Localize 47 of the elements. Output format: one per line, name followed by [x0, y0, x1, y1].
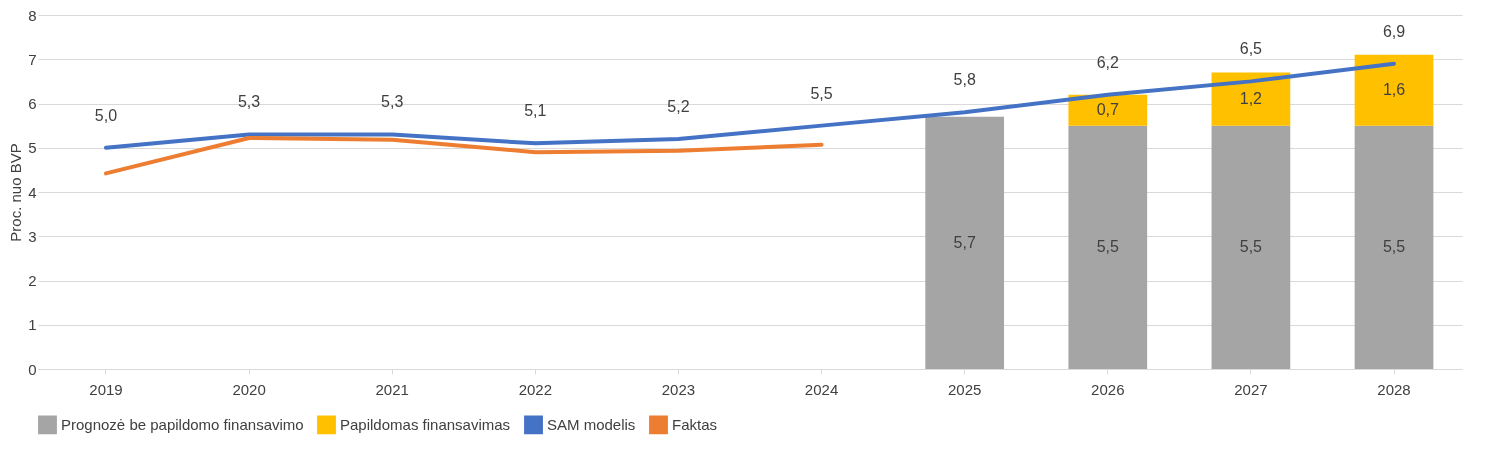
y-tick-label: 4: [28, 183, 37, 201]
x-tick-label: 2026: [1091, 380, 1125, 398]
x-tick-label: 2024: [804, 380, 839, 398]
y-tick-label: 7: [28, 50, 37, 68]
data-label: 5,5: [1382, 238, 1406, 256]
data-label: 6,2: [1096, 53, 1120, 71]
y-tick-label: 3: [28, 227, 37, 245]
data-label: 6,5: [1239, 40, 1263, 58]
data-label: 5,2: [667, 97, 690, 115]
line-series: [103, 136, 824, 176]
data-label: 5,5: [1239, 238, 1263, 256]
y-tick-label: 0: [28, 360, 37, 378]
x-tick-label: 2023: [661, 380, 696, 398]
y-tick-label: 8: [28, 6, 37, 24]
data-label: 0,7: [1096, 101, 1120, 119]
x-tick-label: 2028: [1377, 380, 1411, 398]
x-tick-label: 2020: [232, 380, 266, 398]
y-tick-label: 1: [28, 316, 37, 334]
bar: [925, 116, 1005, 369]
legend-label: Papildomas finansavimas: [340, 415, 511, 433]
bar: [1354, 54, 1434, 126]
y-tick-label: 6: [28, 95, 37, 112]
data-label: 5,5: [1096, 238, 1120, 256]
y-tick-label: 5: [28, 139, 37, 157]
legend-label: SAM modelis: [547, 415, 636, 433]
data-label: 5,8: [953, 71, 976, 89]
bar: [1354, 125, 1434, 369]
x-tick-label: 2021: [375, 380, 409, 398]
data-label: 5,5: [810, 84, 833, 102]
data-label: 5,3: [237, 93, 261, 111]
data-label: 6,9: [1382, 22, 1406, 40]
x-tick-label: 2022: [518, 380, 553, 398]
data-label: 1,6: [1382, 81, 1406, 99]
y-axis-title: Proc. nuo BVP: [7, 143, 25, 242]
legend-label: Faktas: [672, 415, 718, 433]
legend-label: Prognozė be papildomo finansavimo: [61, 415, 304, 433]
y-tick-label: 2: [28, 272, 37, 289]
x-tick-label: 2025: [947, 380, 982, 398]
x-tick-label: 2019: [89, 380, 123, 398]
data-label: 5,1: [524, 102, 547, 120]
data-label: 5,0: [94, 106, 118, 124]
bar: [1211, 125, 1291, 369]
data-label: 1,2: [1239, 90, 1263, 108]
data-label: 5,3: [381, 93, 404, 111]
x-tick-label: 2027: [1234, 380, 1268, 398]
bar: [1068, 125, 1148, 369]
data-label: 5,7: [953, 233, 976, 251]
